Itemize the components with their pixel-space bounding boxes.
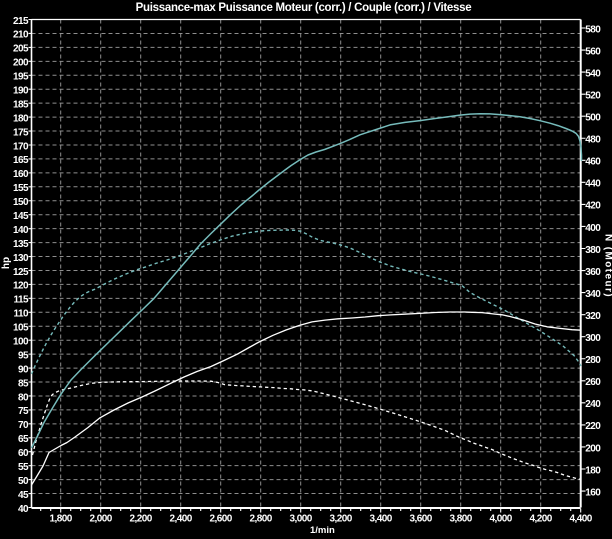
svg-text:460: 460 — [585, 157, 601, 168]
svg-text:3,200: 3,200 — [330, 514, 353, 525]
svg-text:340: 340 — [585, 289, 601, 300]
svg-text:2,800: 2,800 — [250, 514, 273, 525]
svg-text:140: 140 — [13, 225, 29, 236]
svg-text:520: 520 — [585, 90, 601, 101]
svg-text:3,800: 3,800 — [450, 514, 473, 525]
svg-text:2,000: 2,000 — [90, 514, 113, 525]
svg-text:45: 45 — [18, 490, 29, 501]
svg-text:135: 135 — [13, 239, 29, 250]
svg-text:75: 75 — [18, 406, 29, 417]
svg-text:160: 160 — [13, 169, 29, 180]
svg-text:170: 170 — [13, 141, 29, 152]
svg-text:300: 300 — [585, 333, 601, 344]
svg-text:260: 260 — [585, 377, 601, 388]
svg-text:360: 360 — [585, 267, 601, 278]
svg-text:320: 320 — [585, 311, 601, 322]
svg-text:40: 40 — [18, 504, 29, 515]
svg-text:500: 500 — [585, 113, 601, 124]
svg-text:580: 580 — [585, 24, 601, 35]
svg-text:210: 210 — [13, 30, 29, 41]
svg-text:215: 215 — [13, 16, 29, 27]
svg-text:560: 560 — [585, 46, 601, 57]
svg-text:155: 155 — [13, 183, 29, 194]
svg-text:540: 540 — [585, 68, 601, 79]
svg-text:205: 205 — [13, 44, 29, 55]
svg-text:180: 180 — [13, 113, 29, 124]
svg-text:50: 50 — [18, 476, 29, 487]
svg-text:400: 400 — [585, 223, 601, 234]
svg-text:175: 175 — [13, 127, 29, 138]
svg-text:4,400: 4,400 — [570, 514, 593, 525]
svg-text:440: 440 — [585, 179, 601, 190]
svg-text:3,600: 3,600 — [410, 514, 433, 525]
svg-text:120: 120 — [13, 281, 29, 292]
svg-text:160: 160 — [585, 487, 601, 498]
svg-text:180: 180 — [585, 465, 601, 476]
svg-text:200: 200 — [585, 443, 601, 454]
svg-text:85: 85 — [18, 378, 29, 389]
svg-text:190: 190 — [13, 86, 29, 97]
svg-text:480: 480 — [585, 135, 601, 146]
svg-text:3,400: 3,400 — [370, 514, 393, 525]
svg-text:80: 80 — [18, 392, 29, 403]
svg-text:420: 420 — [585, 201, 601, 212]
svg-text:2,200: 2,200 — [130, 514, 153, 525]
svg-text:60: 60 — [18, 448, 29, 459]
svg-text:150: 150 — [13, 197, 29, 208]
svg-text:95: 95 — [18, 350, 29, 361]
svg-text:200: 200 — [13, 58, 29, 69]
svg-text:165: 165 — [13, 155, 29, 166]
svg-text:1/min: 1/min — [310, 525, 335, 536]
svg-text:hp: hp — [1, 257, 12, 269]
svg-text:65: 65 — [18, 434, 29, 445]
svg-text:115: 115 — [14, 295, 29, 306]
svg-text:4,200: 4,200 — [530, 514, 553, 525]
svg-text:195: 195 — [13, 72, 29, 83]
svg-text:2,400: 2,400 — [170, 514, 193, 525]
svg-text:130: 130 — [13, 253, 29, 264]
svg-text:185: 185 — [13, 99, 29, 110]
svg-text:3,000: 3,000 — [290, 514, 313, 525]
svg-text:380: 380 — [585, 245, 601, 256]
svg-text:2,600: 2,600 — [210, 514, 233, 525]
svg-text:90: 90 — [18, 364, 29, 375]
svg-text:Puissance-max Puissance Moteur: Puissance-max Puissance Moteur (corr.) /… — [136, 2, 472, 14]
svg-text:220: 220 — [585, 421, 601, 432]
svg-text:70: 70 — [18, 420, 29, 431]
svg-text:100: 100 — [13, 336, 29, 347]
svg-text:4,000: 4,000 — [490, 514, 513, 525]
svg-text:55: 55 — [18, 462, 29, 473]
svg-text:240: 240 — [585, 399, 601, 410]
svg-text:110: 110 — [14, 309, 29, 320]
svg-text:1,800: 1,800 — [50, 514, 73, 525]
svg-text:145: 145 — [13, 211, 29, 222]
svg-text:N (Moteur): N (Moteur) — [603, 234, 612, 298]
svg-text:125: 125 — [13, 267, 29, 278]
svg-text:280: 280 — [585, 355, 601, 366]
svg-text:105: 105 — [13, 323, 29, 334]
